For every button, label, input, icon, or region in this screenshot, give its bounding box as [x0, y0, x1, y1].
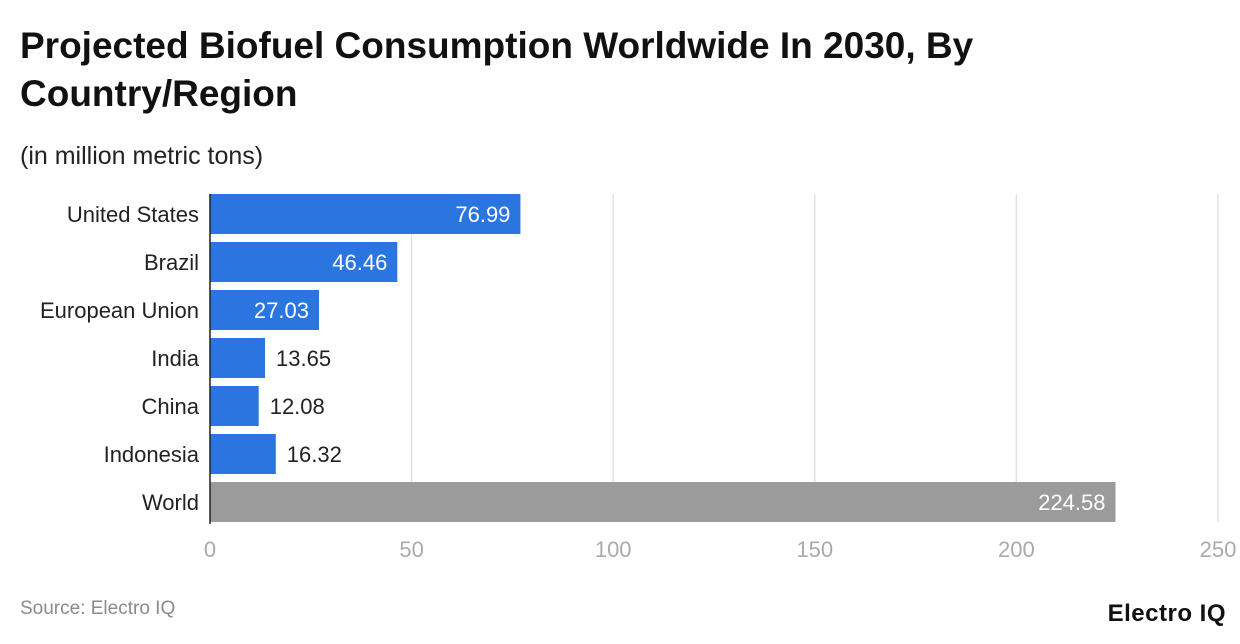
data-label: 46.46 [332, 250, 387, 275]
electro-iq-logo: Electro IQ [1107, 600, 1226, 627]
chart-subtitle: (in million metric tons) [20, 142, 264, 170]
bar [210, 338, 266, 378]
bar [210, 242, 398, 282]
data-label: 13.65 [276, 346, 331, 371]
chart-title: Projected Biofuel Consumption Worldwide … [20, 25, 974, 114]
category-label: Indonesia [104, 442, 200, 467]
x-tick-label: 100 [595, 537, 632, 562]
data-label: 27.03 [254, 298, 309, 323]
bar [210, 386, 259, 426]
bar [210, 434, 276, 474]
data-label: 76.99 [455, 202, 510, 227]
bar [210, 482, 1116, 522]
x-tick-label: 50 [399, 537, 423, 562]
source-note: Source: Electro IQ [20, 598, 176, 619]
x-tick-label: 200 [998, 537, 1035, 562]
data-label: 16.32 [287, 442, 342, 467]
data-label: 224.58 [1038, 490, 1105, 515]
bar [210, 194, 521, 234]
data-label: 12.08 [270, 394, 325, 419]
category-label: Brazil [144, 250, 199, 275]
x-tick-label: 250 [1200, 537, 1237, 562]
x-tick-label: 150 [796, 537, 833, 562]
category-label: India [151, 346, 199, 371]
category-label: United States [67, 202, 199, 227]
category-label: World [142, 490, 199, 515]
x-tick-label: 0 [204, 537, 216, 562]
category-label: China [142, 394, 200, 419]
bar [210, 290, 319, 330]
category-label: European Union [40, 298, 199, 323]
